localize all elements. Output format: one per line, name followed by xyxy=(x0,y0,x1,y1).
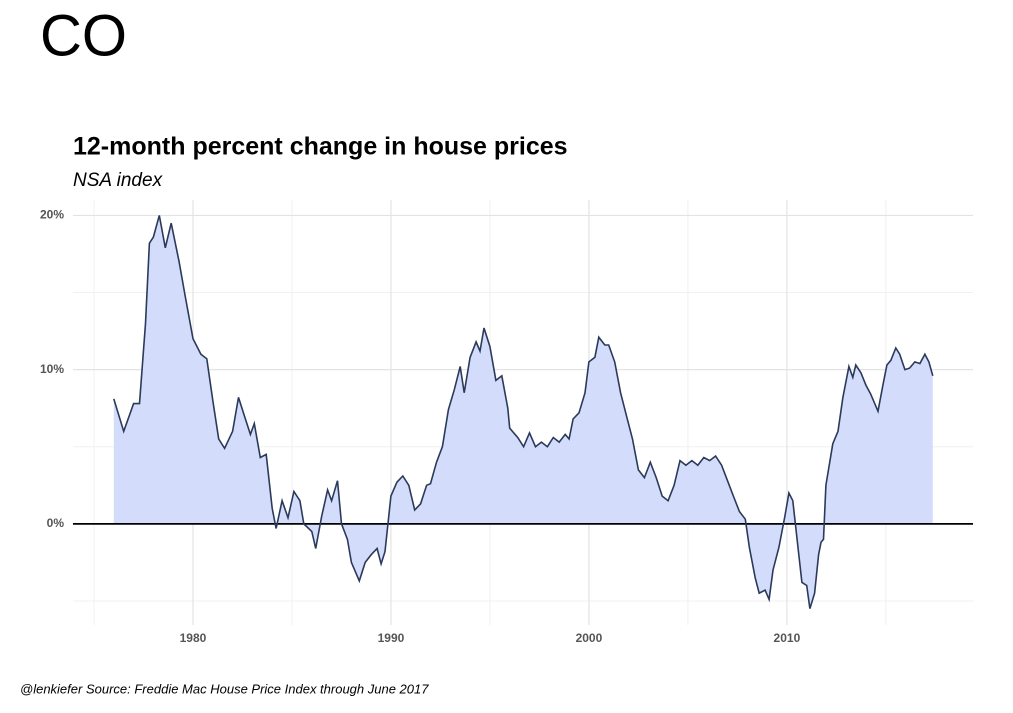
caption: @lenkiefer Source: Freddie Mac House Pri… xyxy=(20,681,429,696)
chart-title: 12-month percent change in house prices xyxy=(73,133,568,161)
chart-subtitle: NSA index xyxy=(73,170,164,191)
line xyxy=(113,215,934,609)
x-tick-label: 2010 xyxy=(774,631,801,645)
page-title: CO xyxy=(40,3,127,68)
y-tick-label: 20% xyxy=(40,208,64,222)
x-tick-label: 1980 xyxy=(180,631,207,645)
area xyxy=(113,215,933,609)
y-tick-label: 10% xyxy=(40,362,64,376)
x-tick-label: 2000 xyxy=(576,631,603,645)
y-tick-label: 0% xyxy=(47,516,65,530)
x-tick-label: 1990 xyxy=(378,631,405,645)
